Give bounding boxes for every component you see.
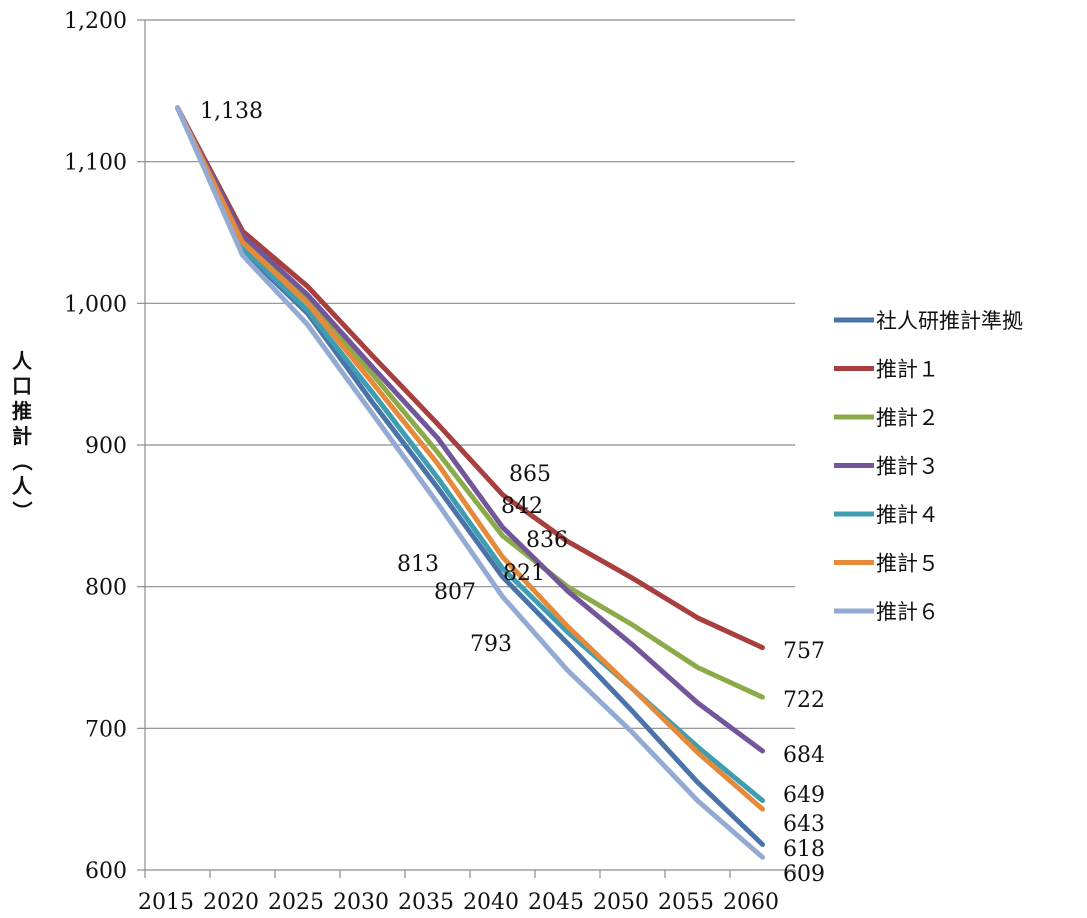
y-axis-title-char: 人 <box>12 474 33 498</box>
axes: 600 700 800 900 1,000 1,100 1,200 2015 2020 2025 2… <box>64 9 796 915</box>
x-tick-label: 2060 <box>723 890 779 915</box>
x-tick-label: 2045 <box>528 890 584 915</box>
data-label: 842 <box>501 494 543 519</box>
x-tick-label: 2025 <box>268 890 324 915</box>
y-axis-title-char: （ <box>10 451 34 471</box>
y-tick-label: 1,100 <box>64 151 127 176</box>
legend-label: 推計５ <box>876 552 939 576</box>
y-tick-label: 600 <box>85 859 127 884</box>
y-axis-title-char: 口 <box>12 374 32 398</box>
y-tick-label: 700 <box>85 717 127 742</box>
x-tick-label: 2050 <box>593 890 649 915</box>
data-label: 836 <box>526 528 568 553</box>
legend-label: 推計６ <box>876 600 939 624</box>
data-label: 609 <box>783 862 825 887</box>
series-line <box>175 105 765 651</box>
y-tick-label: 800 <box>85 576 127 601</box>
data-labels: 1,138 865 842 836 821 813 807 793 757 722 684 649 64… <box>200 99 825 887</box>
data-label: 649 <box>783 783 825 808</box>
data-label: 722 <box>783 688 825 713</box>
y-tick-label: 1,200 <box>64 9 127 34</box>
data-label: 865 <box>509 462 551 487</box>
x-tick-label: 2015 <box>138 890 194 915</box>
y-axis-title-char: 計 <box>12 424 32 448</box>
data-label: 821 <box>503 561 545 586</box>
data-label: 643 <box>783 812 825 837</box>
data-label: 618 <box>783 837 825 862</box>
legend-label: 社人研推計準拠 <box>876 309 1023 333</box>
y-axis-title-char: ） <box>10 501 34 521</box>
x-tick-label: 2030 <box>333 890 389 915</box>
legend-label: 推計４ <box>876 503 939 527</box>
data-label: 684 <box>783 743 825 768</box>
legend-label: 推計２ <box>876 406 939 430</box>
series-line <box>175 105 765 804</box>
series-line <box>175 105 765 754</box>
series-line <box>175 105 765 847</box>
series-line <box>175 105 765 860</box>
x-tick-label: 2055 <box>658 890 714 915</box>
y-axis-title-char: 人 <box>12 349 33 373</box>
data-label: 1,138 <box>200 99 263 124</box>
data-label: 813 <box>397 552 439 577</box>
data-label: 757 <box>783 639 825 664</box>
x-tick-label: 2035 <box>398 890 454 915</box>
series-line <box>175 105 765 812</box>
y-tick-label: 1,000 <box>64 292 127 317</box>
legend-label: 推計３ <box>876 455 939 479</box>
grid-lines <box>145 19 795 729</box>
series-line <box>175 105 765 700</box>
y-axis-title-char: 推 <box>12 399 32 423</box>
y-tick-label: 900 <box>85 434 127 459</box>
legend-label: 推計１ <box>876 358 939 382</box>
x-tick-label: 2040 <box>463 890 519 915</box>
data-label: 793 <box>470 632 512 657</box>
data-label: 807 <box>434 580 476 605</box>
x-tick-label: 2020 <box>203 890 259 915</box>
series-lines <box>175 105 765 860</box>
